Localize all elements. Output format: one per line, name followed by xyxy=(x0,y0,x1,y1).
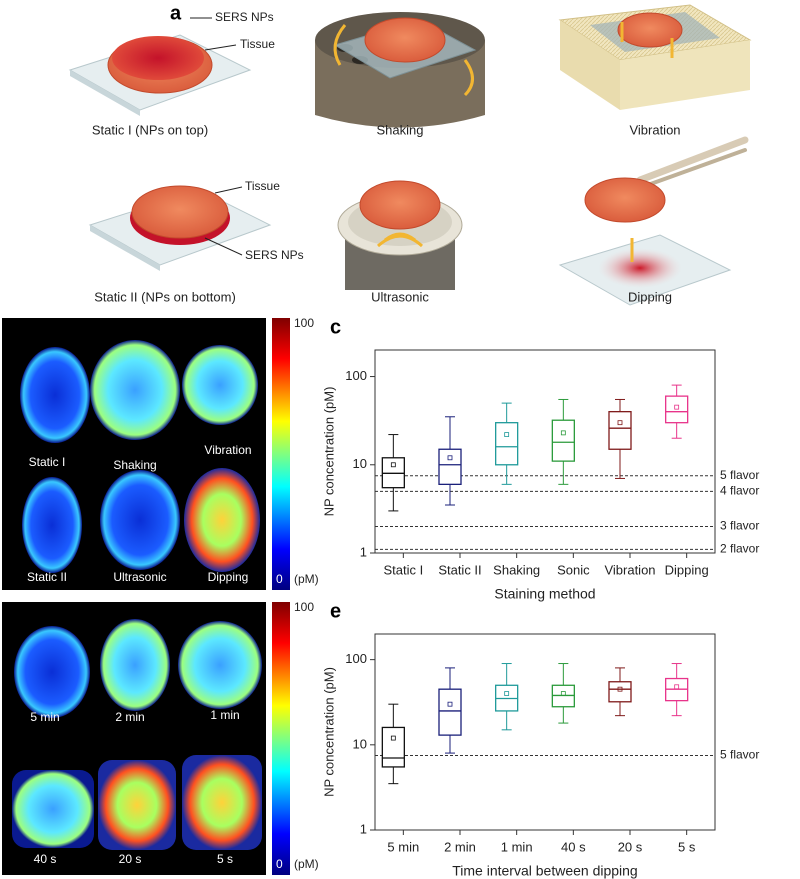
caption: Shaking xyxy=(377,122,424,137)
heatmap-label: 2 min xyxy=(115,710,144,724)
box xyxy=(551,419,575,462)
mean xyxy=(674,684,680,690)
mean xyxy=(447,455,453,461)
x-tick-label: Vibration xyxy=(604,562,655,577)
mean xyxy=(560,691,566,696)
colorbar-unit: (pM) xyxy=(294,572,319,586)
box xyxy=(381,726,405,768)
mean xyxy=(617,686,623,692)
heatmap-blobs xyxy=(12,619,262,850)
plot-frame xyxy=(374,349,716,554)
caption: Vibration xyxy=(629,122,680,137)
plot-frame xyxy=(374,633,716,831)
colorbar-label: 0 xyxy=(276,572,283,586)
y-tick-label: 10 xyxy=(353,456,367,471)
x-tick-label: Static I xyxy=(383,562,423,577)
mean xyxy=(390,462,396,468)
illustration-vibration xyxy=(558,4,752,110)
reference-label: 5 flavor xyxy=(720,468,759,482)
panel-letter: a xyxy=(170,2,182,24)
x-tick-label: Dipping xyxy=(665,562,709,577)
mean xyxy=(560,430,566,436)
mean xyxy=(447,701,453,707)
illustration-ultrasonic xyxy=(337,180,463,290)
colorbar-unit: (pM) xyxy=(294,857,319,871)
box xyxy=(495,422,519,466)
reference-label: 4 flavor xyxy=(720,484,759,498)
x-tick-label: Shaking xyxy=(493,562,540,577)
illustration-dipping xyxy=(558,136,749,306)
reference-label: 2 flavor xyxy=(720,542,759,556)
caption: Dipping xyxy=(628,289,672,304)
x-tick-label: 1 min xyxy=(501,839,533,854)
colorbar-label: 100 xyxy=(294,600,314,614)
y-tick-label: 10 xyxy=(353,736,367,751)
box xyxy=(608,411,632,450)
panel-letter: e xyxy=(330,600,341,622)
x-tick-label: Sonic xyxy=(557,562,590,577)
x-axis-title: Staining method xyxy=(494,586,595,602)
label: SERS NPs xyxy=(245,248,304,262)
heatmap-label: 20 s xyxy=(119,852,142,866)
caption: Ultrasonic xyxy=(371,289,429,304)
box xyxy=(608,681,632,703)
y-tick-label: 100 xyxy=(345,651,367,666)
mean xyxy=(504,691,510,696)
y-tick-label: 100 xyxy=(345,368,367,383)
x-tick-label: 5 min xyxy=(387,839,419,854)
y-tick-label: 1 xyxy=(360,544,367,559)
mean xyxy=(504,432,510,437)
leader-line xyxy=(204,237,243,256)
illustration-static-1 xyxy=(68,34,252,116)
label: SERS NPs xyxy=(215,10,274,24)
heatmap-label: Static II xyxy=(27,570,67,584)
label: Tissue xyxy=(240,37,275,51)
caption: Static I (NPs on top) xyxy=(92,122,208,137)
colorbar xyxy=(272,602,290,875)
heatmap-label: Shaking xyxy=(113,458,156,472)
heatmap-label: Ultrasonic xyxy=(113,570,166,584)
colorbar xyxy=(272,318,290,590)
heatmap-label: Dipping xyxy=(208,570,249,584)
box xyxy=(438,448,462,486)
colorbar-label: 100 xyxy=(294,316,314,330)
leader-line xyxy=(204,44,237,51)
heatmap-label: Vibration xyxy=(204,443,251,457)
leader-line xyxy=(214,186,243,194)
heatmap-blobs xyxy=(20,340,260,573)
y-axis-title: NP concentration (pM) xyxy=(321,387,336,517)
heatmap-label: 5 min xyxy=(30,710,59,724)
y-tick-label: 1 xyxy=(360,821,367,836)
heatmap-label: Static I xyxy=(29,455,66,469)
x-tick-label: 20 s xyxy=(618,839,643,854)
label: Tissue xyxy=(245,179,280,193)
box xyxy=(438,688,462,736)
x-tick-label: 5 s xyxy=(678,839,696,854)
colorbar-label: 0 xyxy=(276,857,283,871)
mean xyxy=(674,404,680,410)
panel-letter: c xyxy=(330,316,341,338)
x-axis-title: Time interval between dipping xyxy=(452,863,637,879)
mean xyxy=(390,735,396,741)
x-tick-label: Static II xyxy=(438,562,481,577)
heatmap-label: 1 min xyxy=(210,708,239,722)
mean xyxy=(617,420,623,426)
y-axis-title: NP concentration (pM) xyxy=(321,667,336,797)
reference-label: 5 flavor xyxy=(720,748,759,762)
illustration-shaking xyxy=(315,12,485,128)
heatmap-label: 5 s xyxy=(217,852,233,866)
heatmap-label: 40 s xyxy=(34,852,57,866)
illustration-static-2 xyxy=(88,185,272,271)
reference-label: 3 flavor xyxy=(720,519,759,533)
x-tick-label: 2 min xyxy=(444,839,476,854)
caption: Static II (NPs on bottom) xyxy=(94,289,236,304)
x-tick-label: 40 s xyxy=(561,839,586,854)
